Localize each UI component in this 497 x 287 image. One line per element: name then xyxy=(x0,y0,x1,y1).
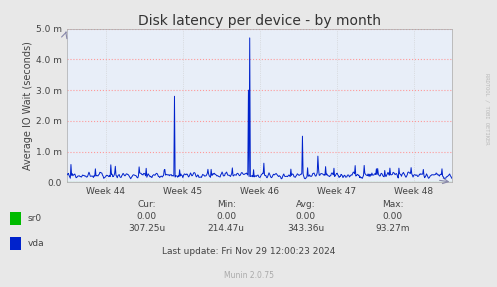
Y-axis label: Average IO Wait (seconds): Average IO Wait (seconds) xyxy=(23,41,33,170)
Text: 0.00: 0.00 xyxy=(296,212,316,221)
Text: Munin 2.0.75: Munin 2.0.75 xyxy=(224,272,273,280)
Text: 0.00: 0.00 xyxy=(383,212,403,221)
Text: 0.00: 0.00 xyxy=(137,212,157,221)
Text: Cur:: Cur: xyxy=(137,200,156,209)
Text: 307.25u: 307.25u xyxy=(128,224,165,233)
Title: Disk latency per device - by month: Disk latency per device - by month xyxy=(138,13,381,28)
Text: Max:: Max: xyxy=(382,200,404,209)
Text: Min:: Min: xyxy=(217,200,236,209)
Text: Last update: Fri Nov 29 12:00:23 2024: Last update: Fri Nov 29 12:00:23 2024 xyxy=(162,247,335,256)
Text: 0.00: 0.00 xyxy=(216,212,236,221)
Text: vda: vda xyxy=(27,238,44,248)
Text: RRDTOOL / TOBI OETIKER: RRDTOOL / TOBI OETIKER xyxy=(485,73,490,145)
Text: sr0: sr0 xyxy=(27,214,41,223)
Text: 343.36u: 343.36u xyxy=(287,224,324,233)
Text: Avg:: Avg: xyxy=(296,200,316,209)
Text: 214.47u: 214.47u xyxy=(208,224,245,233)
Text: 93.27m: 93.27m xyxy=(375,224,410,233)
